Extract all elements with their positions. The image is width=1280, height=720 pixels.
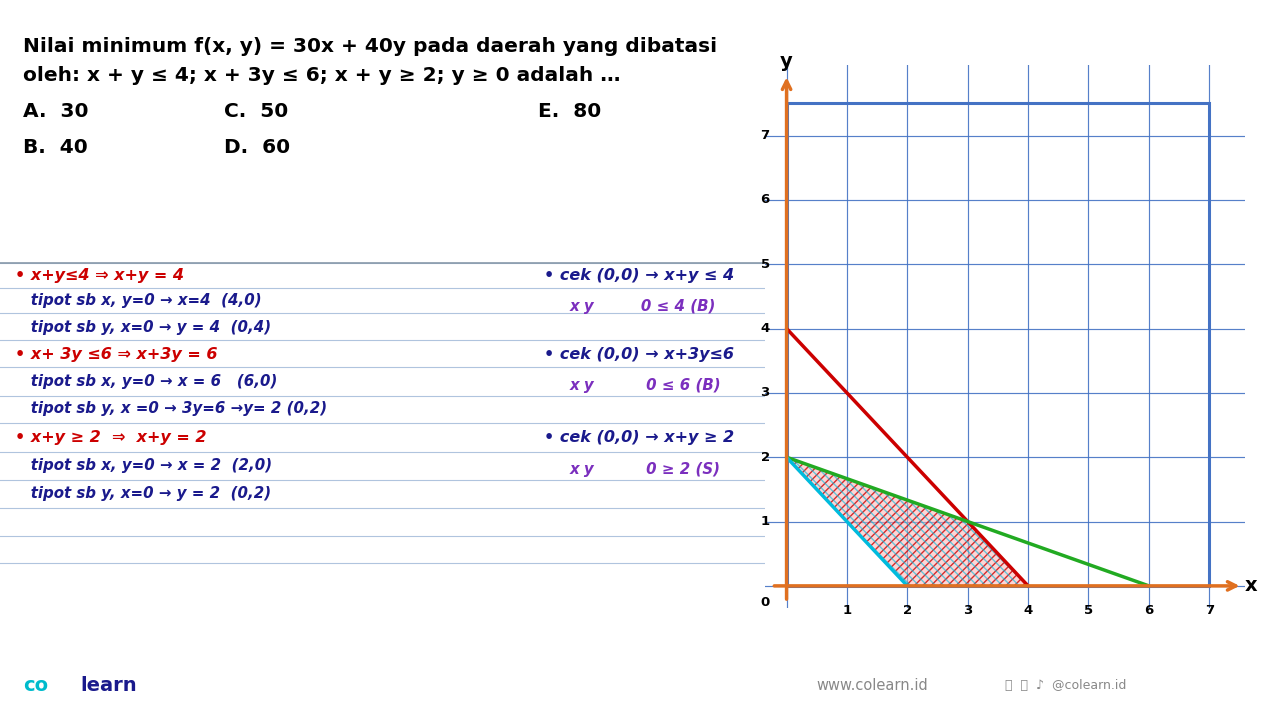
- Text: 📷  📷  ♪  @colearn.id: 📷 📷 ♪ @colearn.id: [1005, 679, 1126, 692]
- Text: 4: 4: [1024, 604, 1033, 617]
- Text: 7: 7: [1204, 604, 1213, 617]
- Text: x y          0 ≤ 6 (B): x y 0 ≤ 6 (B): [570, 378, 721, 392]
- Text: 4: 4: [760, 322, 769, 335]
- Text: www.colearn.id: www.colearn.id: [817, 678, 928, 693]
- Text: 6: 6: [1144, 604, 1153, 617]
- Text: 2: 2: [760, 451, 769, 464]
- Text: co: co: [23, 676, 49, 695]
- Text: tipot sb y, x=0 → y = 4  (0,4): tipot sb y, x=0 → y = 4 (0,4): [15, 320, 271, 335]
- Text: x: x: [1244, 577, 1257, 595]
- Text: x y         0 ≤ 4 (B): x y 0 ≤ 4 (B): [570, 300, 716, 314]
- Text: 3: 3: [760, 387, 769, 400]
- Text: x y          0 ≥ 2 (S): x y 0 ≥ 2 (S): [570, 462, 721, 477]
- Text: 2: 2: [902, 604, 911, 617]
- Text: y: y: [781, 53, 792, 71]
- Text: oleh: x + y ≤ 4; x + 3y ≤ 6; x + y ≥ 2; y ≥ 0 adalah …: oleh: x + y ≤ 4; x + 3y ≤ 6; x + y ≥ 2; …: [23, 66, 621, 85]
- Text: • x+y≤4 ⇒ x+y = 4: • x+y≤4 ⇒ x+y = 4: [15, 269, 184, 283]
- Text: B.  40: B. 40: [23, 138, 88, 157]
- Text: 1: 1: [842, 604, 851, 617]
- Text: 5: 5: [760, 258, 769, 271]
- Text: tipot sb x, y=0 → x = 2  (2,0): tipot sb x, y=0 → x = 2 (2,0): [15, 459, 273, 473]
- Text: D.  60: D. 60: [224, 138, 291, 157]
- Text: C.  50: C. 50: [224, 102, 288, 121]
- Text: • cek (0,0) → x+3y≤6: • cek (0,0) → x+3y≤6: [544, 347, 733, 361]
- Text: 6: 6: [760, 194, 769, 207]
- Text: tipot sb y, x =0 → 3y=6 →y= 2 (0,2): tipot sb y, x =0 → 3y=6 →y= 2 (0,2): [15, 402, 328, 416]
- Text: tipot sb x, y=0 → x=4  (4,0): tipot sb x, y=0 → x=4 (4,0): [15, 294, 262, 308]
- Text: 1: 1: [760, 515, 769, 528]
- Text: 7: 7: [760, 129, 769, 142]
- Polygon shape: [787, 457, 1028, 586]
- Text: • x+ 3y ≤6 ⇒ x+3y = 6: • x+ 3y ≤6 ⇒ x+3y = 6: [15, 347, 218, 361]
- Text: E.  80: E. 80: [538, 102, 600, 121]
- Text: • x+y ≥ 2  ⇒  x+y = 2: • x+y ≥ 2 ⇒ x+y = 2: [15, 430, 207, 444]
- Text: tipot sb y, x=0 → y = 2  (0,2): tipot sb y, x=0 → y = 2 (0,2): [15, 486, 271, 500]
- Text: • cek (0,0) → x+y ≤ 4: • cek (0,0) → x+y ≤ 4: [544, 269, 735, 283]
- Text: tipot sb x, y=0 → x = 6   (6,0): tipot sb x, y=0 → x = 6 (6,0): [15, 374, 278, 389]
- Text: learn: learn: [81, 676, 137, 695]
- Text: Nilai minimum f(x, y) = 30x + 40y pada daerah yang dibatasi: Nilai minimum f(x, y) = 30x + 40y pada d…: [23, 37, 717, 56]
- Text: • cek (0,0) → x+y ≥ 2: • cek (0,0) → x+y ≥ 2: [544, 430, 735, 444]
- Text: 3: 3: [963, 604, 973, 617]
- Text: 0: 0: [760, 595, 769, 608]
- Text: A.  30: A. 30: [23, 102, 88, 121]
- Text: 5: 5: [1084, 604, 1093, 617]
